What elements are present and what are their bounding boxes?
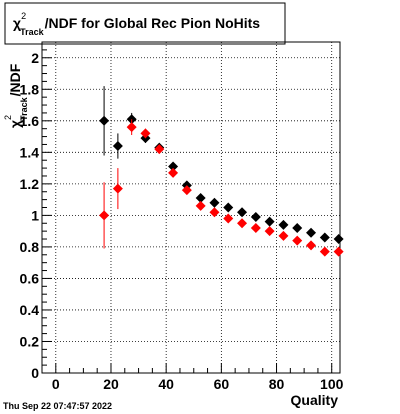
x-tick-label: 0 (52, 376, 60, 392)
y-tick-label: 1.4 (20, 144, 40, 160)
title-text: /NDF for Global Rec Pion NoHits (45, 15, 261, 31)
y-axis-title: χ2 Track/NDF (3, 63, 29, 128)
y-axis-text: /NDF (7, 63, 23, 96)
x-tick-label: 80 (269, 376, 285, 392)
data-point (209, 197, 220, 208)
data-series (99, 86, 344, 257)
data-point (250, 222, 261, 233)
y-tick-label: 1.8 (20, 81, 40, 97)
data-point (292, 222, 303, 233)
data-point (112, 141, 123, 152)
y-tick-label: 0.6 (20, 270, 40, 286)
y-axis-title-group: χ2 Track/NDF (3, 63, 29, 128)
x-tick-labels: 0 20 40 60 80 100 (52, 376, 344, 392)
data-point (319, 246, 330, 257)
y-tick-label: 2 (31, 50, 39, 66)
data-point (333, 234, 344, 245)
data-point (181, 185, 192, 196)
x-tick-label: 100 (320, 376, 344, 392)
title-superscript: 2 (21, 11, 26, 21)
data-point (306, 227, 317, 238)
data-point (264, 216, 275, 227)
data-point (126, 122, 137, 133)
plot-frame (41, 41, 341, 374)
x-tick-label: 40 (158, 376, 174, 392)
y-axis-superscript: 2 (3, 115, 13, 120)
data-point (112, 183, 123, 194)
y-tick-label: 1.6 (20, 113, 40, 129)
data-point (292, 235, 303, 246)
data-point (319, 232, 330, 243)
data-point (223, 213, 234, 224)
grid-lines (42, 42, 340, 373)
series-2 (99, 119, 344, 257)
data-point (333, 246, 344, 257)
title-subscript: Track (20, 27, 45, 37)
footer-timestamp: Thu Sep 22 07:47:57 2022 (3, 401, 112, 411)
y-tick-label: 0.4 (20, 302, 40, 318)
y-tick-label: 0.8 (20, 239, 40, 255)
data-point (264, 226, 275, 237)
y-tick-label: 0 (31, 365, 39, 381)
x-axis-title: Quality (291, 392, 339, 408)
data-point (209, 207, 220, 218)
chart-title: χ2 Track/NDF for Global Rec Pion NoHits (13, 11, 260, 37)
y-tick-label: 1 (31, 207, 39, 223)
data-point (237, 218, 248, 229)
data-point (168, 167, 179, 178)
y-axis-subscript: Track (19, 96, 29, 121)
y-tick-label: 1.2 (20, 176, 40, 192)
data-point (306, 240, 317, 251)
axis-ticks (41, 41, 333, 374)
data-point (99, 115, 110, 126)
data-point (237, 207, 248, 218)
x-tick-label: 60 (214, 376, 230, 392)
title-chi-symbol: χ (13, 15, 21, 31)
y-tick-labels: 0 0.2 0.4 0.6 0.8 1 1.2 1.4 1.6 1.8 2 (20, 50, 40, 381)
data-point (168, 161, 179, 172)
data-point (195, 200, 206, 211)
data-point (140, 128, 151, 139)
data-point (154, 144, 165, 155)
x-tick-label: 20 (103, 376, 119, 392)
y-axis-chi-symbol: χ (7, 120, 23, 128)
data-point (195, 193, 206, 204)
title-box (4, 2, 286, 45)
y-tick-label: 0.2 (20, 333, 40, 349)
data-point (223, 202, 234, 213)
data-point (278, 219, 289, 230)
data-point (250, 211, 261, 222)
data-point (99, 210, 110, 221)
data-point (278, 230, 289, 241)
